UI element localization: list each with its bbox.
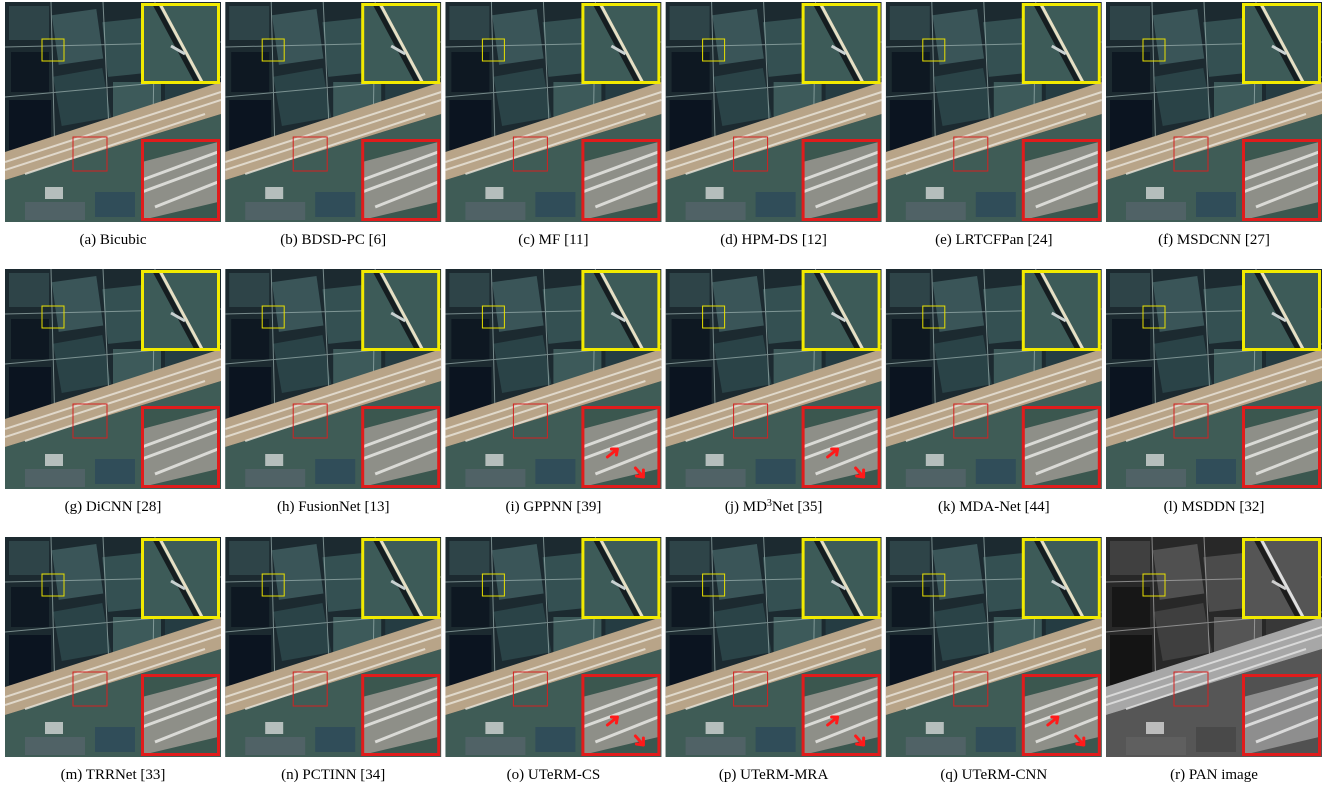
- caption-text: (n) PCTINN [34]: [281, 767, 385, 783]
- panel-image: [225, 537, 441, 757]
- panel: (c) MF [11]: [445, 2, 661, 248]
- panel-image: [886, 537, 1102, 757]
- caption: (f) MSDCNN [27]: [1158, 232, 1270, 248]
- panel: (h) FusionNet [13]: [225, 269, 441, 515]
- caption-text: (q) UTeRM-CNN: [940, 767, 1047, 783]
- caption: (n) PCTINN [34]: [281, 767, 385, 783]
- panel-image: [225, 2, 441, 222]
- caption-text: Net [35]: [772, 499, 822, 515]
- caption: (d) HPM-DS [12]: [720, 232, 827, 248]
- panel: (q) UTeRM-CNN: [886, 537, 1102, 783]
- caption-text: (m) TRRNet [33]: [61, 767, 166, 783]
- panel-image: [886, 269, 1102, 489]
- panel: (f) MSDCNN [27]: [1106, 2, 1322, 248]
- caption: (l) MSDDN [32]: [1164, 499, 1265, 515]
- panel: (o) UTeRM-CS: [445, 537, 661, 783]
- caption: (e) LRTCFPan [24]: [935, 232, 1052, 248]
- panel: (l) MSDDN [32]: [1106, 269, 1322, 515]
- panel: (p) UTeRM-MRA: [666, 537, 882, 783]
- panel-image: [445, 537, 661, 757]
- panel: (g) DiCNN [28]: [5, 269, 221, 515]
- panel-image: [1106, 2, 1322, 222]
- caption-text: (f) MSDCNN [27]: [1158, 232, 1270, 248]
- caption-text: (k) MDA-Net [44]: [938, 499, 1050, 515]
- panel-image: [5, 537, 221, 757]
- caption: (a) Bicubic: [79, 232, 146, 248]
- caption: (p) UTeRM-MRA: [719, 767, 829, 783]
- panel: (k) MDA-Net [44]: [886, 269, 1102, 515]
- panel-image: [445, 2, 661, 222]
- caption-text: (l) MSDDN [32]: [1164, 499, 1265, 515]
- caption-text: (a) Bicubic: [79, 232, 146, 248]
- caption-text: (e) LRTCFPan [24]: [935, 232, 1052, 248]
- caption: (b) BDSD-PC [6]: [280, 232, 386, 248]
- panel-image: [666, 269, 882, 489]
- panel: (r) PAN image: [1106, 537, 1322, 783]
- panel-image: [225, 269, 441, 489]
- figure: (a) Bicubic (b) BDSD-PC [6] (c) MF [11] (d)…: [0, 0, 1325, 800]
- panel: (e) LRTCFPan [24]: [886, 2, 1102, 248]
- caption: (i) GPPNN [39]: [505, 499, 601, 515]
- caption-text: (o) UTeRM-CS: [507, 767, 601, 783]
- caption-text: (d) HPM-DS [12]: [720, 232, 827, 248]
- caption-text: (p) UTeRM-MRA: [719, 767, 829, 783]
- panel: (a) Bicubic: [5, 2, 221, 248]
- caption: (m) TRRNet [33]: [61, 767, 166, 783]
- caption: (j) MD3Net [35]: [725, 498, 822, 516]
- caption-text: (b) BDSD-PC [6]: [280, 232, 386, 248]
- panel: (m) TRRNet [33]: [5, 537, 221, 783]
- caption-text: (r) PAN image: [1170, 767, 1258, 783]
- panel: (i) GPPNN [39]: [445, 269, 661, 515]
- caption: (g) DiCNN [28]: [65, 499, 162, 515]
- caption: (h) FusionNet [13]: [277, 499, 390, 515]
- panel-image: [1106, 269, 1322, 489]
- panel: (n) PCTINN [34]: [225, 537, 441, 783]
- panel-image: [886, 2, 1102, 222]
- caption: (k) MDA-Net [44]: [938, 499, 1050, 515]
- caption: (r) PAN image: [1170, 767, 1258, 783]
- panel: (b) BDSD-PC [6]: [225, 2, 441, 248]
- caption-text: (h) FusionNet [13]: [277, 499, 390, 515]
- panel-image: [445, 269, 661, 489]
- caption-text: (c) MF [11]: [518, 232, 588, 248]
- panel-image: [666, 537, 882, 757]
- panel-image: [666, 2, 882, 222]
- panel-image: [5, 269, 221, 489]
- caption: (q) UTeRM-CNN: [940, 767, 1047, 783]
- panel-image: [5, 2, 221, 222]
- panel: (j) MD3Net [35]: [666, 269, 882, 515]
- caption-text: (g) DiCNN [28]: [65, 499, 162, 515]
- caption-text: (i) GPPNN [39]: [505, 499, 601, 515]
- panel-image: [1106, 537, 1322, 757]
- caption: (c) MF [11]: [518, 232, 588, 248]
- caption-text: (j) MD: [725, 499, 767, 515]
- caption: (o) UTeRM-CS: [507, 767, 601, 783]
- panel: (d) HPM-DS [12]: [666, 2, 882, 248]
